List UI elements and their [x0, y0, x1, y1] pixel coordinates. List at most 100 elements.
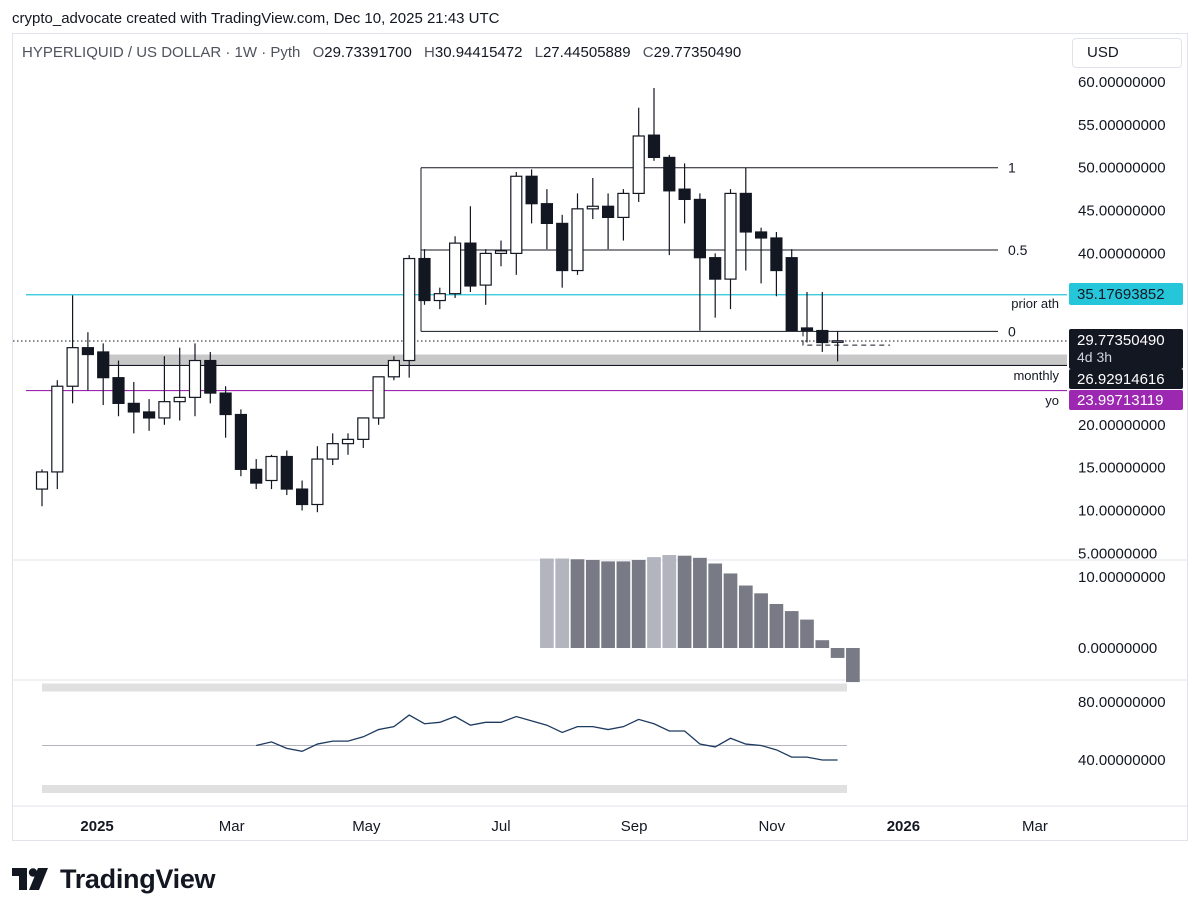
close-value: 29.77350490 [653, 44, 742, 61]
price-axis-tick: 50.00000000 [1078, 160, 1166, 177]
candle-body [127, 402, 140, 413]
candle-body [556, 222, 569, 272]
level-name-label: yo [1045, 393, 1059, 408]
histogram-axis-tick: 10.00000000 [1078, 569, 1166, 586]
candle-body [403, 257, 416, 362]
time-axis-tick: 2026 [887, 818, 920, 835]
candle-body [449, 242, 462, 295]
rsi-line [256, 714, 838, 761]
fib-level-label: 1 [1008, 160, 1016, 176]
price-axis-tick: 5.00000000 [1078, 545, 1157, 562]
time-axis-tick: Mar [219, 818, 245, 835]
price-axis-tick: 60.00000000 [1078, 74, 1166, 91]
histogram-bar [662, 554, 677, 648]
candle-body [617, 192, 630, 219]
yo-price-label: 23.99713119 [1077, 392, 1163, 409]
chart-frame [12, 33, 1188, 841]
candle-body [219, 392, 232, 416]
candle-body [785, 257, 798, 332]
rsi-axis-tick: 40.00000000 [1078, 752, 1166, 769]
candle-body [494, 250, 508, 254]
time-axis-tick: May [352, 818, 381, 835]
histogram-bar [677, 555, 692, 648]
candle-body [158, 401, 171, 419]
candle-body [678, 188, 691, 201]
histogram-bar [846, 648, 860, 683]
histogram-bar [585, 559, 600, 648]
histogram-bar [769, 603, 784, 648]
candle-body [234, 413, 247, 470]
histogram-bar [631, 559, 646, 648]
histogram-bar [540, 558, 554, 648]
histogram-bar [601, 561, 615, 648]
candle-body [66, 347, 79, 387]
candle-body [571, 208, 584, 272]
histogram-bar [754, 593, 768, 648]
candle-body [204, 359, 217, 394]
candle-body [586, 205, 599, 210]
yo-price-tag [1069, 390, 1183, 410]
time-axis-tick: Jul [491, 818, 510, 835]
currency-button[interactable]: USD [1072, 38, 1182, 68]
candle-body [280, 455, 293, 490]
symbol-title[interactable]: HYPERLIQUID / US DOLLAR · 1W · Pyth [22, 44, 301, 61]
histogram-bar [570, 559, 585, 648]
prior-ath-price-tag [1069, 283, 1183, 305]
candle-body [754, 231, 768, 239]
candle-body [250, 468, 263, 484]
histogram-bar [723, 573, 738, 648]
candle-body [265, 455, 278, 482]
open-label: O [312, 44, 325, 61]
histogram-bar [616, 561, 631, 648]
candle-body [112, 377, 125, 404]
histogram-axis-tick: 0.00000000 [1078, 640, 1157, 657]
price-axis-tick: 20.00000000 [1078, 417, 1166, 434]
rsi-axis-tick: 80.00000000 [1078, 694, 1166, 711]
time-axis-tick: Sep [621, 818, 648, 835]
candle-body [418, 257, 431, 302]
level-name-label: monthly [1013, 368, 1059, 383]
support-zone [98, 354, 1067, 365]
candle-body [510, 175, 523, 255]
histogram-bar [647, 557, 661, 648]
histogram-bar [693, 557, 707, 648]
candle-body [296, 488, 309, 506]
candle-body [326, 443, 339, 460]
chart-credit: crypto_advocate created with TradingView… [12, 10, 500, 27]
histogram-bar [800, 619, 814, 648]
histogram-bar [830, 648, 845, 658]
candle-body [739, 192, 752, 233]
candle-body [800, 327, 814, 332]
histogram-bar [738, 585, 753, 648]
candle-body [311, 458, 324, 506]
time-axis-tick: Mar [1022, 818, 1048, 835]
candle-body [663, 156, 676, 192]
current-price-tag [1069, 329, 1183, 369]
rsi-upper-band [42, 683, 847, 692]
price-axis-tick: 45.00000000 [1078, 203, 1166, 220]
high-label: H [424, 44, 435, 61]
tradingview-logo[interactable]: TradingView [12, 862, 216, 896]
candle-body [372, 376, 385, 419]
low-label: L [534, 44, 543, 61]
price-axis-tick: 10.00000000 [1078, 503, 1166, 520]
close-label: C [642, 44, 654, 61]
histogram-bar [555, 558, 570, 648]
candle-body [693, 198, 707, 259]
tradingview-logo-icon [12, 868, 48, 890]
candle-body [464, 242, 477, 287]
histogram-bar [708, 563, 723, 648]
rsi-lower-band [42, 785, 847, 793]
candle-body [173, 396, 186, 403]
candle-body [647, 134, 661, 159]
candle-body [724, 192, 737, 280]
candle-body [35, 471, 49, 490]
candle-body [632, 135, 645, 195]
candle-body [357, 417, 370, 440]
level-name-label: prior ath [1011, 296, 1059, 311]
candle-body [143, 411, 156, 419]
time-axis-tick: 2025 [80, 818, 113, 835]
monthly-price-label: 26.92914616 [1077, 371, 1165, 388]
histogram-bar [784, 611, 799, 648]
